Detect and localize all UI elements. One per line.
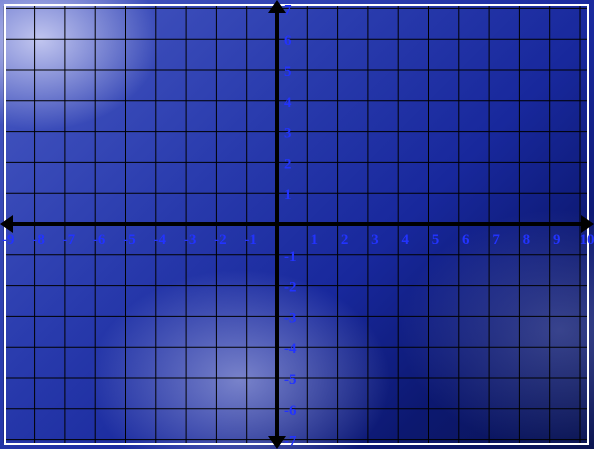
y-axis-down-arrow-icon (268, 436, 286, 449)
y-tick-label: -3 (284, 310, 297, 326)
x-tick-label: -8 (32, 232, 45, 248)
x-tick-label: 8 (523, 232, 531, 248)
x-tick-label: 4 (401, 232, 409, 248)
x-tick-label: 10 (580, 232, 594, 248)
y-tick-label: -5 (284, 372, 297, 388)
x-tick-label: 6 (462, 232, 470, 248)
x-tick-label: -5 (123, 232, 136, 248)
x-tick-label: 3 (371, 232, 379, 248)
x-axis-right-arrow-icon (581, 215, 594, 233)
x-tick-label: 7 (492, 232, 500, 248)
y-axis-tick-labels: 7 6 5 4 3 2 1 -1 -2 -3 -4 -5 -6 -7 (284, 2, 297, 449)
x-tick-label: 9 (553, 232, 561, 248)
x-tick-label: 5 (432, 232, 440, 248)
x-tick-label: -2 (214, 232, 227, 248)
x-tick-label: -7 (63, 232, 76, 248)
y-axis-up-arrow-icon (268, 0, 286, 13)
y-tick-label: 3 (284, 126, 292, 142)
x-tick-label: 2 (341, 232, 349, 248)
x-axis-tick-labels: -9 -8 -7 -6 -5 -4 -3 -2 -1 1 2 3 4 5 6 7 8 9 10 (2, 232, 594, 248)
y-tick-label: -4 (284, 341, 297, 357)
x-tick-label: -4 (154, 232, 167, 248)
x-axis-left-arrow-icon (0, 215, 13, 233)
y-tick-label: 5 (284, 64, 292, 80)
y-tick-label: 2 (284, 156, 292, 172)
y-tick-label: 1 (284, 187, 292, 203)
x-tick-label: -1 (244, 232, 257, 248)
y-tick-label: -6 (284, 403, 297, 419)
y-tick-label: 4 (284, 95, 292, 111)
y-tick-label: -7 (284, 434, 297, 449)
x-tick-label: -9 (2, 232, 15, 248)
y-tick-label: 6 (284, 33, 292, 49)
x-tick-label: -3 (184, 232, 197, 248)
x-tick-label: 1 (311, 232, 319, 248)
y-tick-label: 7 (284, 2, 292, 18)
y-tick-label: -1 (284, 249, 297, 265)
x-tick-label: -6 (93, 232, 106, 248)
y-tick-label: -2 (284, 280, 297, 296)
